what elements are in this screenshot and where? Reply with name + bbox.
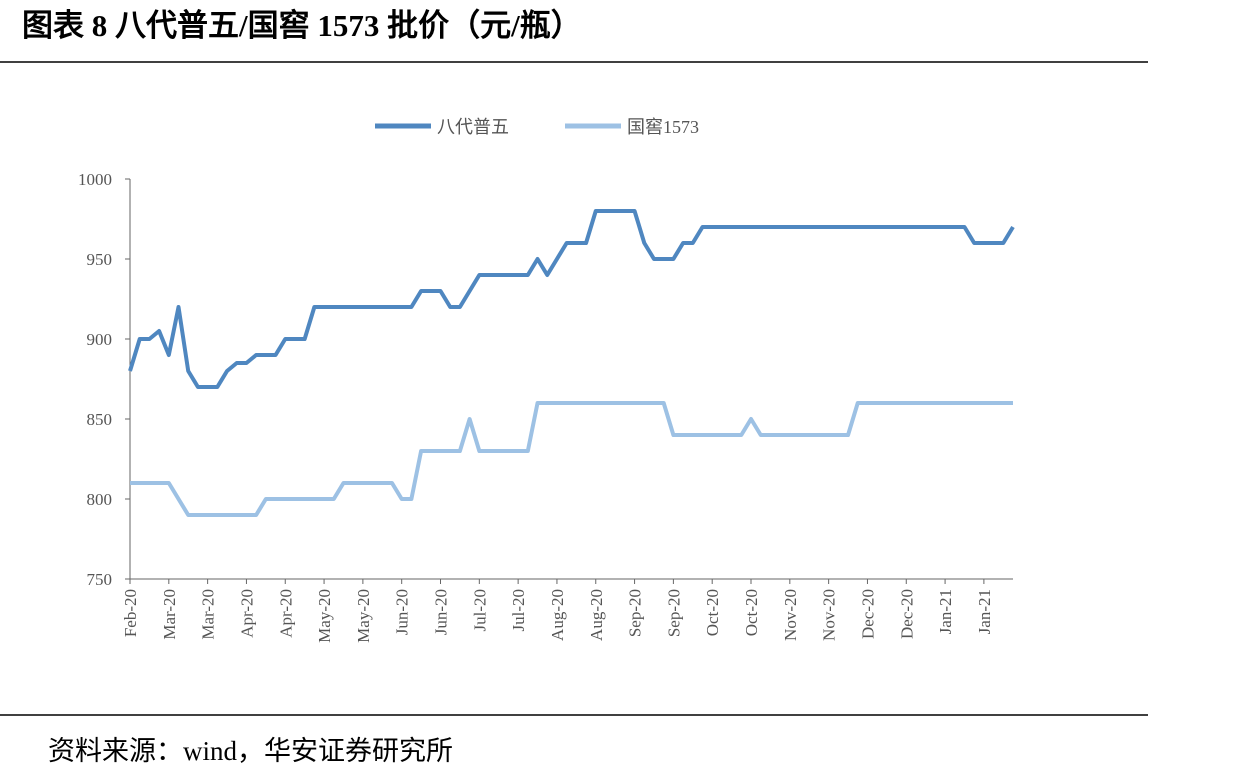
series-line	[130, 401, 1013, 517]
x-tick-label: Oct-20	[742, 589, 761, 636]
x-tick-label: Sep-20	[664, 589, 683, 637]
y-tick-label: 850	[87, 410, 113, 429]
source-note: 资料来源：wind，华安证券研究所	[48, 736, 453, 766]
y-tick-label: 800	[87, 490, 113, 509]
x-tick-label: Jun-20	[393, 589, 412, 635]
x-tick-label: Sep-20	[626, 589, 645, 637]
x-tick-label: Jan-21	[936, 589, 955, 634]
x-tick-label: May-20	[315, 589, 334, 643]
x-tick-label: Feb-20	[121, 589, 140, 637]
x-tick-label: May-20	[354, 589, 373, 643]
x-tick-label: Dec-20	[897, 589, 916, 639]
y-tick-label: 1000	[78, 170, 112, 189]
y-tick-label: 900	[87, 330, 113, 349]
x-tick-label: Nov-20	[781, 589, 800, 641]
x-tick-label: Apr-20	[276, 589, 295, 638]
x-tick-label: Aug-20	[548, 589, 567, 641]
legend-label: 八代普五	[437, 117, 509, 137]
x-tick-label: Mar-20	[199, 589, 218, 640]
series-line	[128, 209, 1015, 389]
x-tick-label: Dec-20	[858, 589, 877, 639]
x-tick-label: Mar-20	[160, 589, 179, 640]
y-tick-label: 950	[87, 250, 113, 269]
x-tick-label: Apr-20	[237, 589, 256, 638]
x-tick-label: Jun-20	[432, 589, 451, 635]
y-tick-label: 750	[87, 570, 113, 589]
x-tick-label: Jul-20	[470, 589, 489, 632]
legend-label: 国窖1573	[627, 117, 699, 137]
x-tick-label: Oct-20	[703, 589, 722, 636]
x-tick-label: Jan-21	[975, 589, 994, 634]
x-tick-label: Aug-20	[587, 589, 606, 641]
page-title: 图表 8 八代普五/国窖 1573 批价（元/瓶）	[22, 8, 582, 43]
x-tick-label: Nov-20	[820, 589, 839, 641]
x-tick-label: Jul-20	[509, 589, 528, 632]
